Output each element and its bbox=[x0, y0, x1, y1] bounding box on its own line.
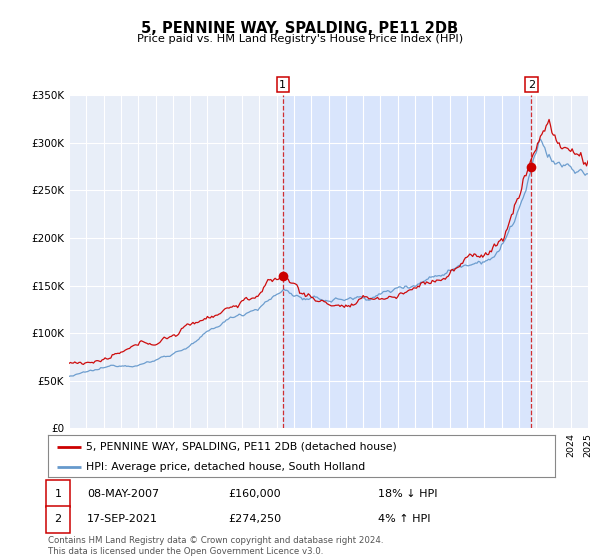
Bar bbox=[283, 95, 531, 428]
Text: 2: 2 bbox=[55, 514, 61, 524]
Text: 5, PENNINE WAY, SPALDING, PE11 2DB: 5, PENNINE WAY, SPALDING, PE11 2DB bbox=[142, 21, 458, 36]
Text: Contains HM Land Registry data © Crown copyright and database right 2024.
This d: Contains HM Land Registry data © Crown c… bbox=[48, 536, 383, 556]
Text: 18% ↓ HPI: 18% ↓ HPI bbox=[378, 489, 437, 499]
Text: 1: 1 bbox=[280, 80, 286, 90]
Text: 2: 2 bbox=[527, 80, 535, 90]
Text: £274,250: £274,250 bbox=[228, 514, 281, 524]
Text: HPI: Average price, detached house, South Holland: HPI: Average price, detached house, Sout… bbox=[86, 462, 365, 472]
Text: Price paid vs. HM Land Registry's House Price Index (HPI): Price paid vs. HM Land Registry's House … bbox=[137, 34, 463, 44]
Text: 08-MAY-2007: 08-MAY-2007 bbox=[87, 489, 159, 499]
Text: 4% ↑ HPI: 4% ↑ HPI bbox=[378, 514, 431, 524]
Text: £160,000: £160,000 bbox=[228, 489, 281, 499]
Text: 17-SEP-2021: 17-SEP-2021 bbox=[87, 514, 158, 524]
Text: 5, PENNINE WAY, SPALDING, PE11 2DB (detached house): 5, PENNINE WAY, SPALDING, PE11 2DB (deta… bbox=[86, 442, 397, 452]
Text: 1: 1 bbox=[55, 489, 61, 499]
